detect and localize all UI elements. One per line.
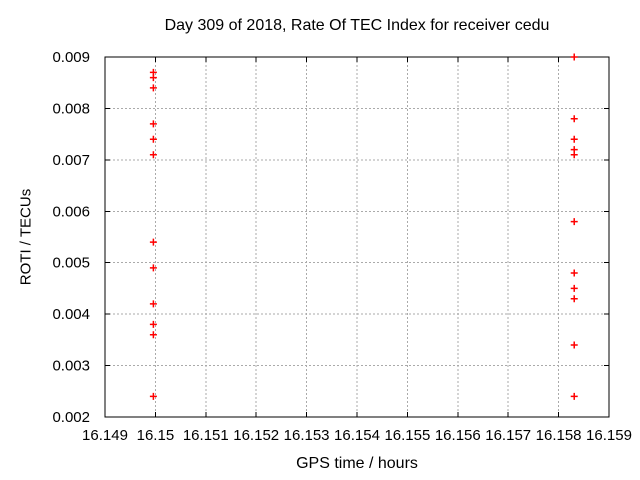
data-point-marker [570,151,578,159]
x-tick-label: 16.158 [536,427,582,444]
y-tick-label: 0.003 [52,358,90,375]
y-tick-label: 0.009 [52,49,90,66]
data-point-marker [570,341,578,349]
data-point-marker [570,135,578,143]
data-point-marker [149,84,157,92]
data-point-marker [149,238,157,246]
data-point-marker [149,151,157,159]
data-point-marker [149,74,157,82]
data-point-marker [149,320,157,328]
data-point-marker [149,120,157,128]
data-point-marker [570,53,578,61]
x-tick-label: 16.157 [485,427,531,444]
x-tick-label: 16.154 [334,427,380,444]
x-tick-label: 16.153 [284,427,330,444]
y-tick-label: 0.007 [52,152,90,169]
data-point-marker [149,300,157,308]
data-point-marker [570,269,578,277]
data-point-marker [570,284,578,292]
data-point-marker [149,331,157,339]
x-tick-label: 16.151 [183,427,229,444]
chart-title: Day 309 of 2018, Rate Of TEC Index for r… [164,17,550,34]
x-tick-label: 16.15 [137,427,175,444]
y-tick-label: 0.006 [52,203,90,220]
data-point-marker [149,135,157,143]
y-tick-label: 0.002 [52,409,90,426]
x-tick-label: 16.159 [586,427,632,444]
y-tick-label: 0.008 [52,100,90,117]
data-point-marker [570,218,578,226]
x-tick-label: 16.152 [233,427,279,444]
data-point-marker [570,392,578,400]
y-tick-label: 0.005 [52,255,90,272]
x-tick-label: 16.149 [82,427,128,444]
data-point-marker [149,264,157,272]
x-tick-label: 16.155 [384,427,430,444]
y-tick-label: 0.004 [52,306,90,323]
x-axis-title: GPS time / hours [296,455,418,472]
x-tick-label: 16.156 [435,427,481,444]
data-point-marker [149,392,157,400]
data-point-marker [570,295,578,303]
data-point-marker [570,115,578,123]
